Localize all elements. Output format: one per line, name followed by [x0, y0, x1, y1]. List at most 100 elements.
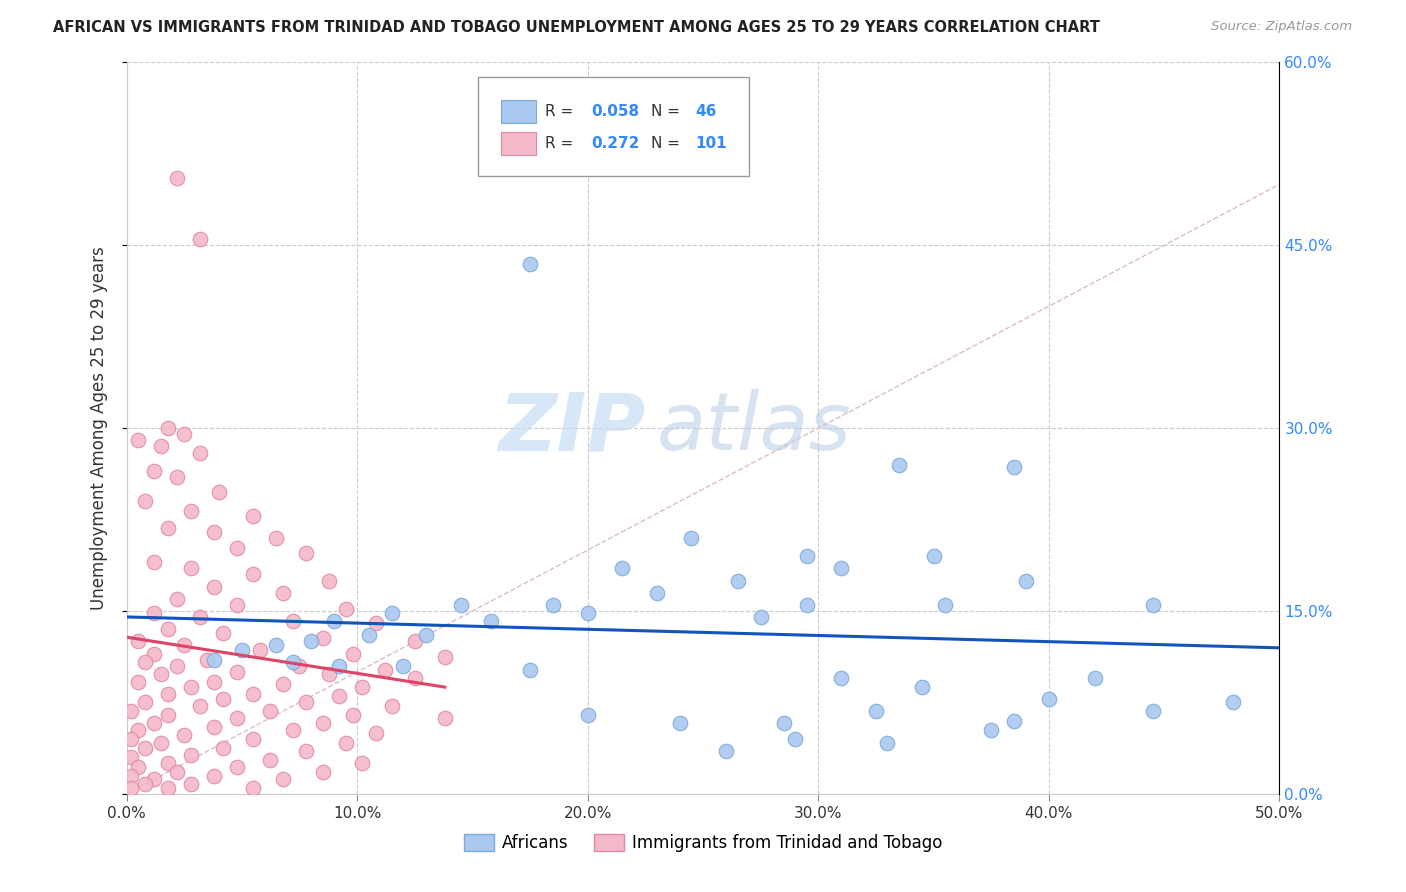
Point: [127, 634, 149, 648]
Point: [157, 687, 180, 701]
Text: N =: N =: [651, 104, 685, 119]
Point: [134, 696, 156, 710]
Point: [166, 171, 188, 186]
Point: [259, 753, 281, 767]
Text: atlas: atlas: [657, 389, 852, 467]
Point: [212, 626, 235, 640]
Point: [273, 677, 295, 691]
Point: [120, 731, 142, 746]
Point: [150, 736, 173, 750]
Point: [173, 638, 195, 652]
Point: [374, 663, 396, 677]
Point: [157, 756, 180, 771]
Point: [1142, 598, 1164, 612]
Point: [479, 614, 502, 628]
Point: [166, 764, 188, 779]
Point: [180, 680, 202, 694]
Point: [318, 574, 340, 588]
Point: [796, 598, 818, 612]
Point: [188, 445, 211, 459]
Point: [576, 607, 599, 621]
Point: [127, 760, 149, 774]
Point: [295, 696, 318, 710]
Point: [166, 658, 188, 673]
Point: [242, 687, 264, 701]
Point: [249, 643, 271, 657]
Point: [404, 634, 426, 648]
Point: [195, 653, 218, 667]
Point: [357, 628, 380, 642]
Point: [727, 574, 749, 588]
Point: [281, 723, 304, 738]
Point: [1015, 574, 1038, 588]
Point: [143, 716, 166, 731]
Point: [519, 663, 541, 677]
Point: [865, 704, 887, 718]
Point: [295, 744, 318, 758]
Point: [281, 655, 304, 669]
FancyBboxPatch shape: [502, 100, 536, 123]
Point: [202, 653, 225, 667]
Point: [188, 699, 211, 714]
Point: [157, 707, 180, 722]
Point: [541, 598, 564, 612]
Point: [749, 610, 772, 624]
Point: [364, 616, 387, 631]
Text: 0.058: 0.058: [591, 104, 640, 119]
Point: [876, 736, 898, 750]
Point: [681, 531, 703, 545]
Point: [143, 772, 166, 787]
Point: [342, 647, 364, 661]
Point: [311, 764, 333, 779]
Point: [281, 614, 304, 628]
Point: [120, 704, 142, 718]
Point: [180, 504, 202, 518]
Point: [226, 760, 249, 774]
Point: [404, 671, 426, 685]
Point: [120, 780, 142, 795]
Point: [1142, 704, 1164, 718]
Point: [157, 780, 180, 795]
Text: R =: R =: [546, 104, 578, 119]
Point: [830, 671, 852, 685]
Point: [318, 667, 340, 681]
Legend: Africans, Immigrants from Trinidad and Tobago: Africans, Immigrants from Trinidad and T…: [457, 827, 949, 859]
Point: [1038, 691, 1060, 706]
Point: [259, 704, 281, 718]
Point: [127, 674, 149, 689]
Point: [202, 769, 225, 783]
Point: [120, 769, 142, 783]
Point: [328, 658, 350, 673]
Point: [612, 561, 634, 575]
Text: AFRICAN VS IMMIGRANTS FROM TRINIDAD AND TOBAGO UNEMPLOYMENT AMONG AGES 25 TO 29 : AFRICAN VS IMMIGRANTS FROM TRINIDAD AND …: [53, 20, 1101, 35]
Point: [772, 716, 794, 731]
Point: [173, 427, 195, 442]
Point: [166, 470, 188, 484]
Point: [143, 555, 166, 569]
Point: [911, 680, 934, 694]
Point: [143, 464, 166, 478]
Point: [226, 541, 249, 555]
Point: [350, 680, 373, 694]
Point: [922, 549, 945, 564]
Point: [208, 484, 231, 499]
Point: [328, 690, 350, 704]
FancyBboxPatch shape: [478, 77, 749, 176]
Point: [212, 740, 235, 755]
Point: [350, 756, 373, 771]
Point: [980, 723, 1002, 738]
Point: [934, 598, 956, 612]
Point: [342, 707, 364, 722]
Point: [273, 772, 295, 787]
Point: [127, 434, 149, 448]
Point: [288, 658, 311, 673]
Point: [150, 440, 173, 453]
Point: [226, 665, 249, 679]
Point: [180, 747, 202, 762]
Point: [202, 580, 225, 594]
Point: [714, 744, 737, 758]
Point: [202, 524, 225, 539]
Point: [311, 631, 333, 645]
Point: [381, 699, 404, 714]
Point: [645, 585, 668, 599]
